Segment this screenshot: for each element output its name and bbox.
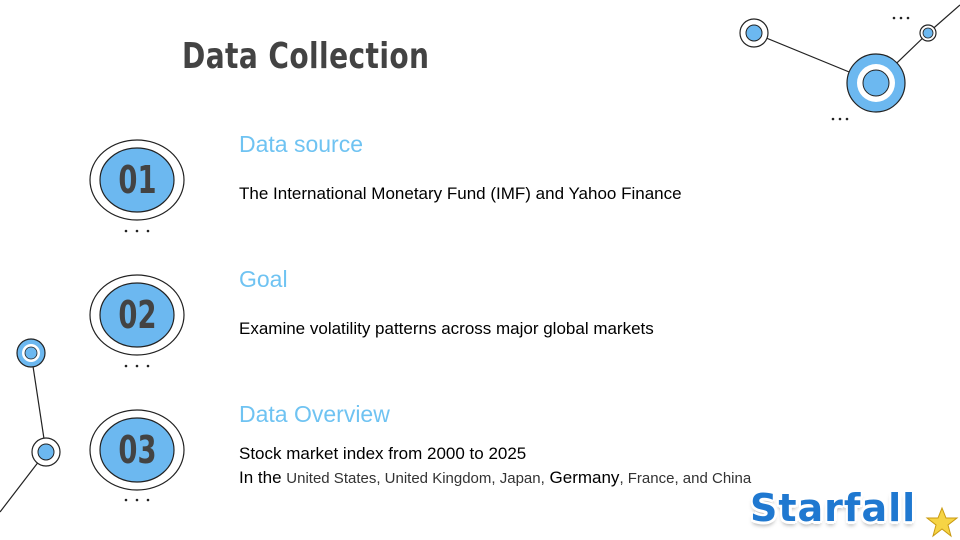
node-circle-inner [862,69,890,97]
node-circle-inner [922,27,934,39]
starfall-logo: Starfall [746,486,958,540]
number-label-03: 03 [117,428,157,472]
section-heading-goal: Goal [239,266,288,292]
page-title: Data Collection [182,36,430,77]
connector-line [30,352,47,453]
number-badge-01 [89,139,185,221]
number-badge-02 [89,274,185,356]
section-heading-data-source: Data source [239,131,364,157]
section-body-data-overview: Stock market index from 2000 to 2025 In … [239,442,751,491]
ellipsis-dots-icon [831,16,910,121]
ellipsis-dots-icon [124,229,150,502]
section-heading-data-overview: Data Overview [239,401,390,427]
star-icon [925,506,959,538]
section-body-data-source: The International Monetary Fund (IMF) an… [239,184,682,203]
number-label-02: 02 [117,293,157,337]
overview-line-2: In the United States, United Kingdom, Ja… [239,468,752,487]
node-circle-inner [24,346,38,360]
number-badge-03 [89,409,185,491]
node-circle-inner [37,443,55,461]
node-circle-inner [745,24,763,42]
section-body-goal: Examine volatility patterns across major… [239,319,654,338]
logo-text: Starfall [750,486,917,530]
overview-line-1: Stock market index from 2000 to 2025 [239,444,527,463]
number-label-01: 01 [117,158,157,202]
